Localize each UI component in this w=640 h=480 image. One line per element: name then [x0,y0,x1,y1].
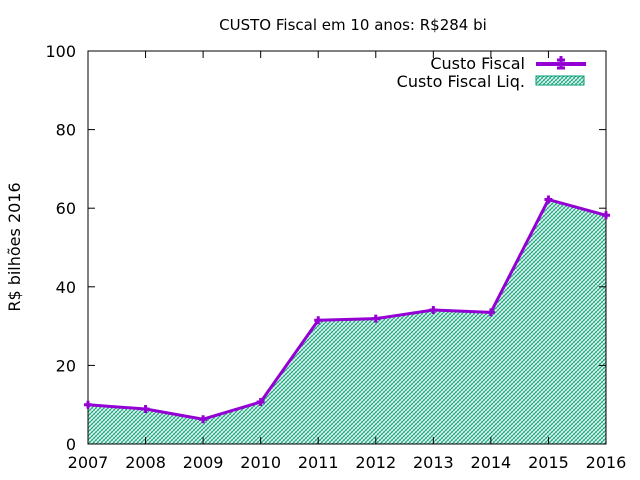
legend-swatch-custo-fiscal-liq [535,75,585,86]
x-tick-label: 2015 [528,453,569,472]
data-point [199,415,208,424]
y-tick-label: 0 [66,435,76,454]
y-axis-label: R$ bilhões 2016 [5,182,24,311]
plot-border [87,50,607,445]
data-point [602,211,610,220]
legend-label-custo-fiscal-liq: Custo Fiscal Liq. [397,72,525,91]
y-tick-label: 20 [56,356,76,375]
data-point [544,195,553,204]
data-point [256,397,265,406]
area-series-custo-fiscal-liq [88,199,606,444]
legend-marker-custo-fiscal [557,56,565,70]
data-point [84,400,92,409]
line-series-custo-fiscal [87,198,607,421]
legend-label-custo-fiscal: Custo Fiscal [430,54,525,73]
chart-title: CUSTO Fiscal em 10 anos: R$284 bi [219,16,487,34]
x-tick-label: 2009 [183,453,224,472]
x-tick-label: 2012 [355,453,396,472]
x-tick-label: 2013 [413,453,454,472]
x-tick-label: 2008 [125,453,166,472]
y-tick-label: 100 [45,42,76,61]
x-tick-label: 2007 [68,453,109,472]
x-tick-label: 2010 [240,453,281,472]
data-point [314,316,323,325]
y-tick-label: 60 [56,199,76,218]
plot-area: 0 20 40 60 80 100 2007 2008 2009 2010 2011 2012 2013… [45,42,626,472]
x-tick-label: 2011 [298,453,339,472]
data-point [429,305,438,314]
y-tick-label: 40 [56,278,76,297]
y-tick-label: 80 [56,121,76,140]
data-point [371,314,380,323]
x-tick-label: 2016 [586,453,627,472]
x-tick-label: 2014 [471,453,512,472]
data-point [141,405,150,414]
data-point [486,308,495,317]
